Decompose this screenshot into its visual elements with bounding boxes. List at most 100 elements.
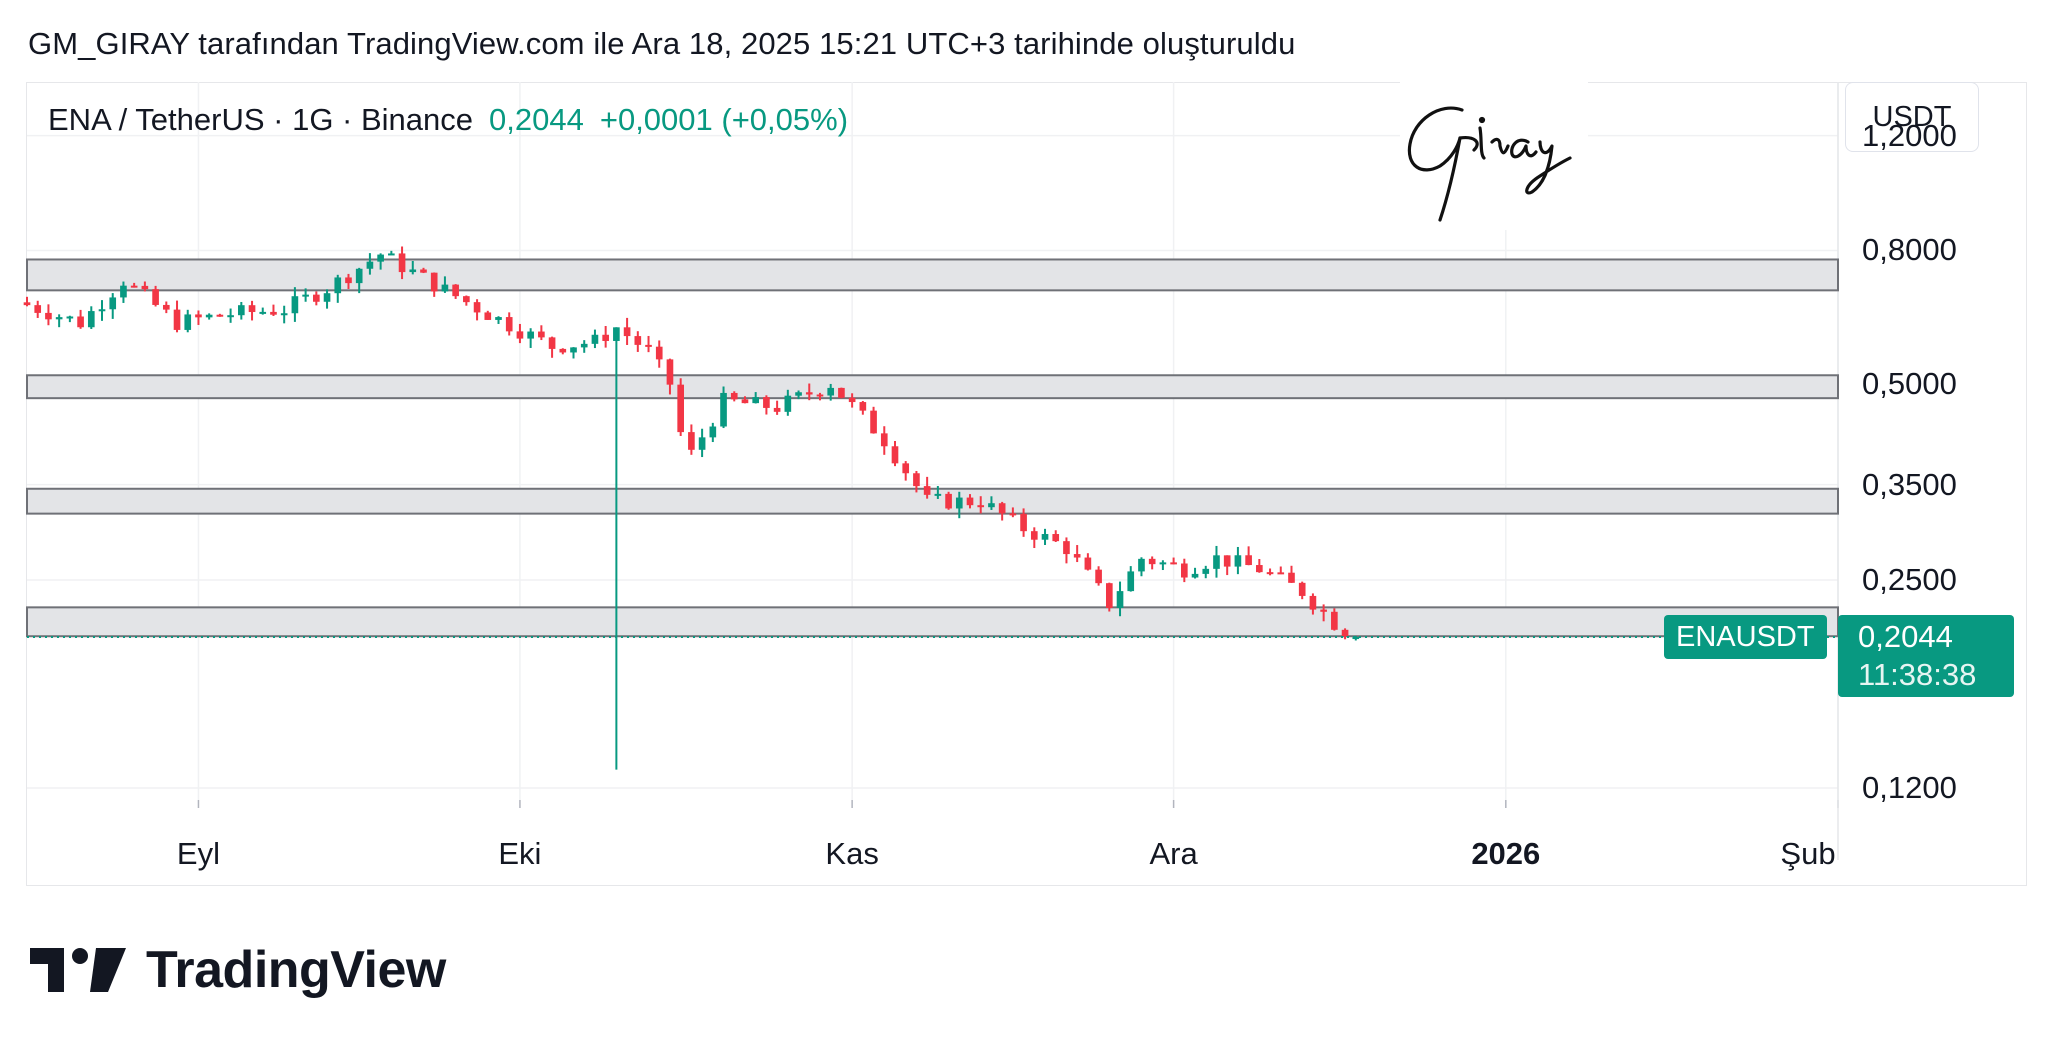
zone-rectangle[interactable] xyxy=(26,374,1839,400)
candle-body xyxy=(645,344,652,347)
candle-body xyxy=(988,503,995,508)
candle xyxy=(741,396,749,404)
candle-body xyxy=(538,331,545,338)
candle xyxy=(1352,635,1360,641)
candle-body xyxy=(1320,609,1327,612)
candle-body xyxy=(1095,569,1102,584)
candle-body xyxy=(173,309,181,330)
zone-rectangle[interactable] xyxy=(26,258,1839,292)
candle xyxy=(1020,508,1027,537)
candle-body xyxy=(923,486,931,495)
candle xyxy=(55,314,63,328)
logo-text: TradingView xyxy=(146,941,446,999)
candle-body xyxy=(162,304,170,310)
candle xyxy=(613,327,620,770)
candle-body xyxy=(795,392,802,396)
candle-body xyxy=(698,437,706,450)
candle xyxy=(152,285,159,307)
candle-body xyxy=(913,473,920,487)
candle-body xyxy=(463,296,470,303)
candle xyxy=(645,335,652,353)
candle xyxy=(1095,566,1102,586)
candle-body xyxy=(655,346,663,360)
candle xyxy=(977,496,985,514)
candle-body xyxy=(1309,595,1317,610)
candle-body xyxy=(420,269,427,273)
candle xyxy=(923,476,931,499)
y-tick-label: 0,3500 xyxy=(1862,466,1957,502)
candle-body xyxy=(527,331,534,339)
candle-body xyxy=(1009,513,1017,516)
candle-body xyxy=(291,296,299,314)
candle xyxy=(463,295,470,306)
candle-body xyxy=(859,402,867,411)
candle xyxy=(527,328,534,348)
candle xyxy=(409,260,417,275)
candle-body xyxy=(87,311,95,328)
candle xyxy=(666,358,674,395)
price-tag-value: 0,2044 xyxy=(1858,619,1953,655)
candle-body xyxy=(516,331,524,339)
candle-body xyxy=(1041,534,1049,540)
candle-body xyxy=(45,312,52,320)
candle xyxy=(452,284,459,299)
currency-button[interactable]: USDT xyxy=(1845,82,1979,152)
candle xyxy=(1170,557,1177,565)
candle-body xyxy=(130,285,138,288)
candle xyxy=(730,391,738,402)
candle xyxy=(120,281,127,303)
candle-body xyxy=(613,327,620,341)
candle xyxy=(45,304,52,326)
symbol-legend: ENA / TetherUS · 1G · Binance 0,2044 +0,00… xyxy=(48,102,848,138)
candle-body xyxy=(152,289,159,305)
candle-body xyxy=(1341,629,1349,637)
candle-body xyxy=(1030,531,1038,540)
candle xyxy=(1073,545,1081,563)
candle-body xyxy=(559,348,567,353)
candle-body xyxy=(409,269,417,273)
candle xyxy=(1288,565,1295,583)
candle xyxy=(773,400,781,415)
candle xyxy=(698,428,706,458)
candle xyxy=(955,491,963,519)
candle-body xyxy=(784,395,792,412)
candle-body xyxy=(838,387,845,398)
candle xyxy=(1256,558,1263,573)
candle-body xyxy=(1331,611,1338,630)
candle-body xyxy=(1191,573,1199,578)
candle-body xyxy=(602,334,609,341)
candle-body xyxy=(484,312,492,320)
chart-credit: GM_GIRAY tarafından TradingView.com ile … xyxy=(28,26,1296,61)
candle-body xyxy=(184,314,192,330)
candle xyxy=(1181,558,1188,583)
candle-body xyxy=(591,334,599,344)
candle-body xyxy=(23,302,31,306)
candle-body xyxy=(934,493,942,496)
candle xyxy=(1063,537,1070,564)
candle-body xyxy=(388,253,395,256)
y-tick-label: 0,8000 xyxy=(1862,232,1957,268)
candle xyxy=(87,306,95,329)
candle xyxy=(248,300,256,321)
candle xyxy=(1041,528,1049,545)
candle-body xyxy=(977,505,985,508)
y-tick-label: 0,1200 xyxy=(1862,769,1957,805)
price-countdown-tag: 0,2044 11:38:38 xyxy=(1838,615,2014,698)
candle-body xyxy=(1073,554,1081,558)
candle xyxy=(377,253,384,270)
zone-rectangle[interactable] xyxy=(26,487,1839,515)
candle xyxy=(1223,555,1231,576)
candle-body xyxy=(237,305,245,316)
tradingview-logo[interactable]: TradingView xyxy=(30,940,446,1000)
x-tick-label: Kas xyxy=(825,836,879,871)
candle-body xyxy=(141,285,149,290)
candle-body xyxy=(55,317,63,320)
zone-rectangle[interactable] xyxy=(26,606,1839,638)
candle-body xyxy=(1352,637,1360,640)
candle-body xyxy=(248,305,256,313)
candle xyxy=(934,486,942,499)
candle-body xyxy=(623,327,631,337)
candle-body xyxy=(1127,571,1135,592)
candle xyxy=(1234,546,1242,575)
